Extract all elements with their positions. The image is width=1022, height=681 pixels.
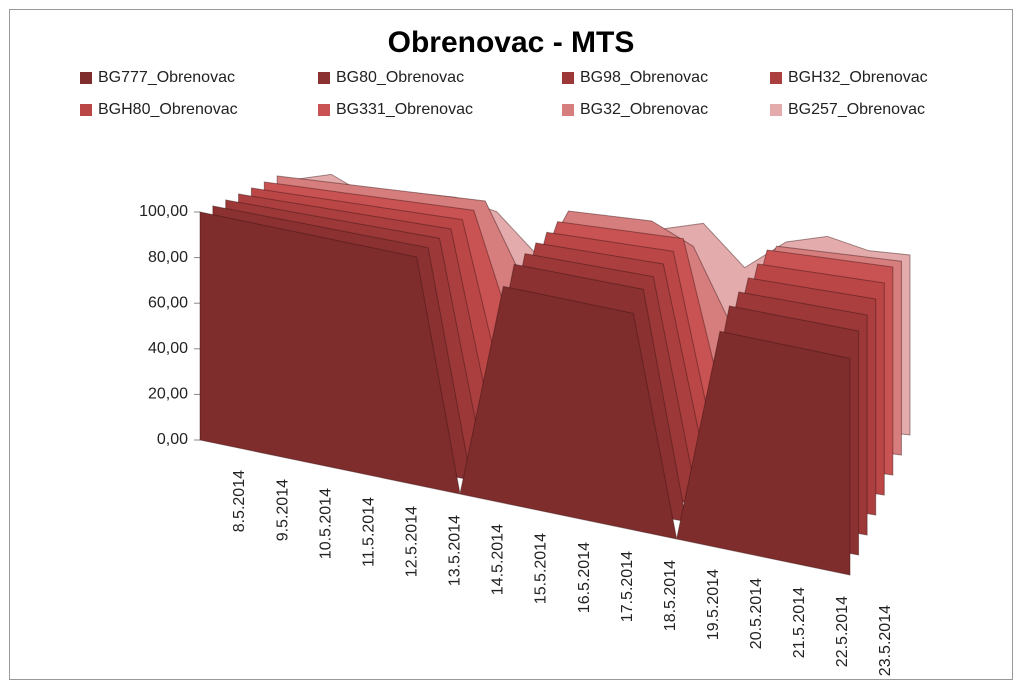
y-tick-label: 40,00 [148,340,188,357]
x-tick-label: 14.5.2014 [490,524,507,595]
chart-title: Obrenovac - MTS [388,26,635,59]
legend-label: BG98_Obrenovac [580,69,708,86]
legend-swatch [562,104,574,116]
x-tick-label: 8.5.2014 [231,470,248,532]
legend-swatch [770,104,782,116]
y-tick-label: 80,00 [148,249,188,266]
x-tick-label: 19.5.2014 [705,569,722,640]
x-tick-label: 15.5.2014 [533,533,550,604]
x-tick-label: 22.5.2014 [834,596,851,667]
area [199,211,851,576]
legend-label: BG777_Obrenovac [98,69,235,86]
x-tick-label: 16.5.2014 [576,542,593,613]
legend-label: BG257_Obrenovac [788,101,925,118]
legend-swatch [318,72,330,84]
x-tick-label: 10.5.2014 [317,488,334,559]
legend-label: BGH32_Obrenovac [788,69,928,86]
legend-swatch [562,72,574,84]
x-tick-label: 11.5.2014 [360,497,377,567]
legend-swatch [318,104,330,116]
legend-swatch [770,72,782,84]
x-tick-label: 17.5.2014 [619,551,636,622]
x-tick-label: 23.5.2014 [877,605,894,676]
legend-swatch [80,104,92,116]
x-tick-label: 21.5.2014 [791,587,808,658]
y-tick-label: 0,00 [157,431,188,448]
y-tick-label: 60,00 [148,294,188,311]
x-tick-label: 12.5.2014 [403,506,420,577]
y-tick-label: 20,00 [148,386,188,403]
legend-swatch [80,72,92,84]
y-tick-label: 100,00 [139,203,188,220]
x-tick-label: 18.5.2014 [662,560,679,631]
legend-label: BG32_Obrenovac [580,101,708,118]
x-tick-label: 20.5.2014 [748,578,765,649]
legend-label: BGH80_Obrenovac [98,101,238,118]
legend-label: BG80_Obrenovac [336,69,464,86]
x-tick-label: 13.5.2014 [447,515,464,586]
legend-label: BG331_Obrenovac [336,101,473,118]
x-tick-label: 9.5.2014 [274,479,291,541]
